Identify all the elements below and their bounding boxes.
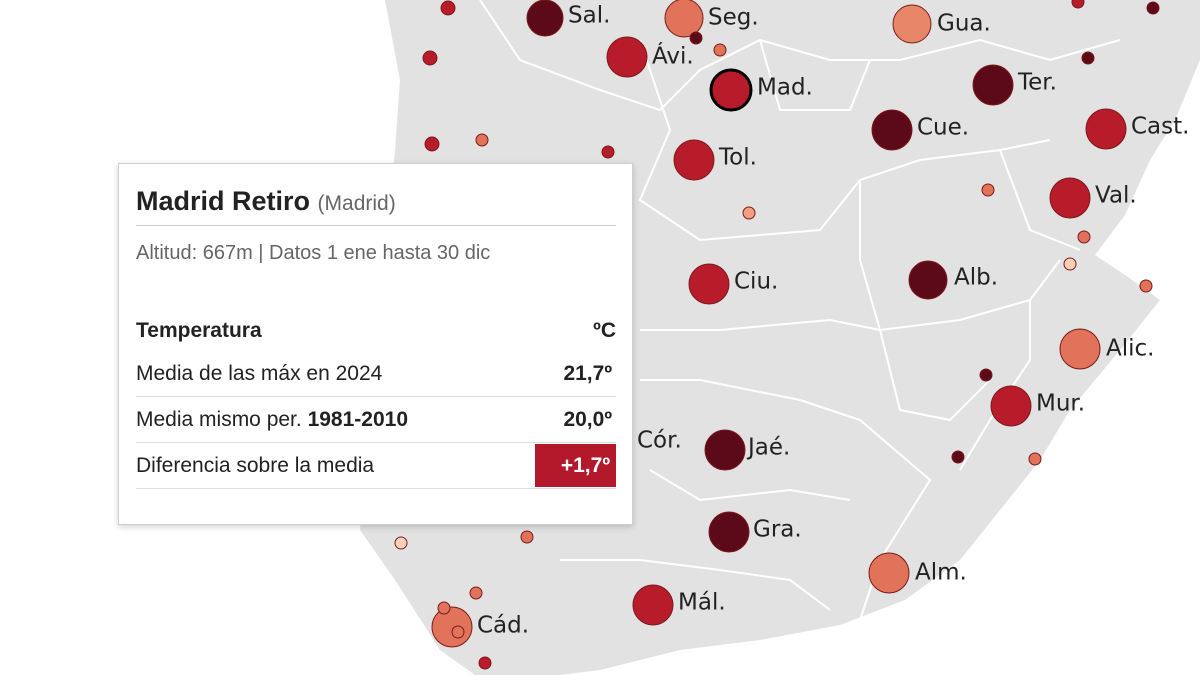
city-label: Gra.: [753, 517, 802, 543]
row-value: 21,7º: [563, 361, 612, 385]
header-unit: ºC: [593, 319, 616, 342]
city-label: Gua.: [937, 11, 991, 37]
table-row: Media de las máx en 2024 21,7º: [136, 351, 616, 397]
province: (Madrid): [317, 192, 396, 215]
tooltip: Madrid Retiro (Madrid) Altitud: 667m | D…: [118, 163, 633, 525]
row-label-period: 1981-2010: [307, 407, 409, 431]
city-label: Ávi.: [652, 42, 694, 70]
row-label-text: Media mismo per.: [136, 407, 302, 431]
row-label: Media de las máx en 2024: [136, 361, 383, 385]
city-label: Cast.: [1131, 114, 1189, 140]
city-label: Mál.: [678, 590, 726, 616]
row-value: 20,0º: [563, 407, 612, 431]
city-label: Mur.: [1036, 391, 1085, 417]
city-label: Ter.: [1017, 70, 1057, 96]
city-label: Cád.: [477, 613, 529, 639]
table-header: Temperatura ºC: [136, 311, 616, 351]
row-label: Media mismo per. 1981-2010: [136, 408, 408, 432]
station-dots: [394, 0, 1160, 670]
tooltip-title: Madrid Retiro (Madrid): [136, 186, 616, 226]
city-label: Tol.: [718, 145, 757, 171]
city-label: Val.: [1095, 183, 1137, 209]
city-labels: Sal. Seg. Gua. Ávi. Mad. Ter. Cue. Cast.…: [477, 3, 1189, 639]
city-label: Jaé.: [746, 435, 790, 461]
city-label: Cue.: [917, 115, 969, 141]
station-name: Madrid Retiro: [136, 186, 311, 216]
row-value-highlight: +1,7º: [534, 444, 616, 487]
city-label: Seg.: [708, 5, 759, 31]
city-label: Mad.: [757, 75, 813, 101]
city-label: Ciu.: [734, 269, 778, 295]
city-label: Alm.: [915, 560, 967, 586]
table-row: Media mismo per. 1981-2010 20,0º: [136, 397, 616, 443]
city-label: Alic.: [1106, 336, 1154, 362]
header-label: Temperatura: [136, 319, 262, 342]
city-label: Sal.: [568, 3, 610, 29]
table-row: Diferencia sobre la media +1,7º: [136, 443, 616, 489]
city-label: Cór.: [637, 428, 682, 454]
row-label: Diferencia sobre la media: [136, 453, 375, 477]
station-meta: Altitud: 667m | Datos 1 ene hasta 30 dic: [136, 242, 491, 264]
data-table: Temperatura ºC Media de las máx en 2024 21…: [136, 311, 616, 489]
city-label: Alb.: [954, 265, 998, 291]
